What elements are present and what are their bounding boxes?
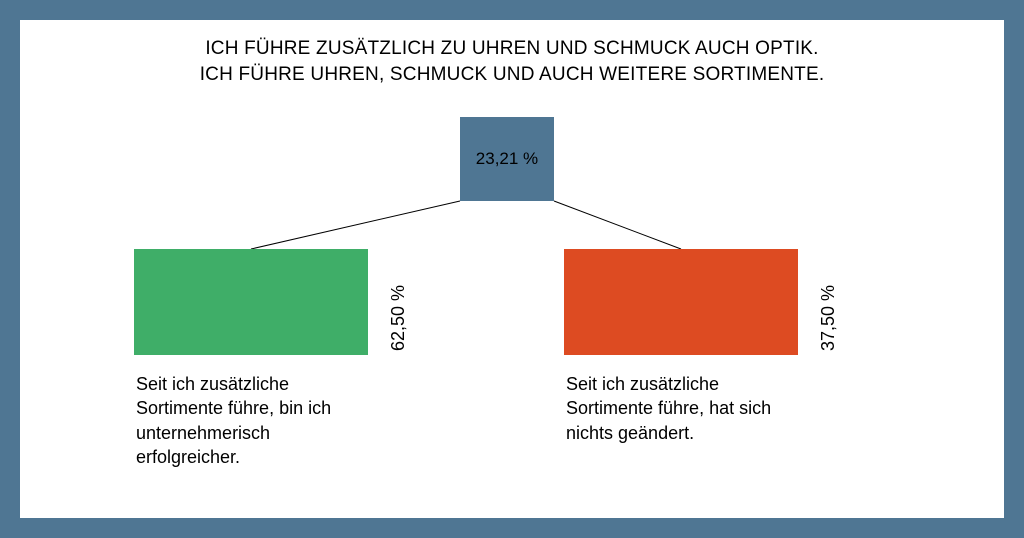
connector-left — [251, 201, 460, 249]
title-line-1: ICH FÜHRE ZUSÄTZLICH ZU UHREN UND SCHMUC… — [20, 38, 1004, 60]
child-box-left — [134, 249, 368, 355]
caption-right: Seit ich zusätzliche Sortimente führe, h… — [566, 372, 776, 445]
pct-label-left: 62,50 % — [388, 285, 409, 351]
pct-label-right: 37,50 % — [818, 285, 839, 351]
connector-right — [554, 201, 681, 249]
caption-left: Seit ich zusätzliche Sortimente führe, b… — [136, 372, 346, 469]
top-node: 23,21 % — [460, 117, 554, 201]
title-line-2: ICH FÜHRE UHREN, SCHMUCK UND AUCH WEITER… — [20, 64, 1004, 86]
top-node-label: 23,21 % — [476, 149, 538, 169]
child-box-right — [564, 249, 798, 355]
chart-frame: ICH FÜHRE ZUSÄTZLICH ZU UHREN UND SCHMUC… — [20, 20, 1004, 518]
title-block: ICH FÜHRE ZUSÄTZLICH ZU UHREN UND SCHMUC… — [20, 34, 1004, 90]
